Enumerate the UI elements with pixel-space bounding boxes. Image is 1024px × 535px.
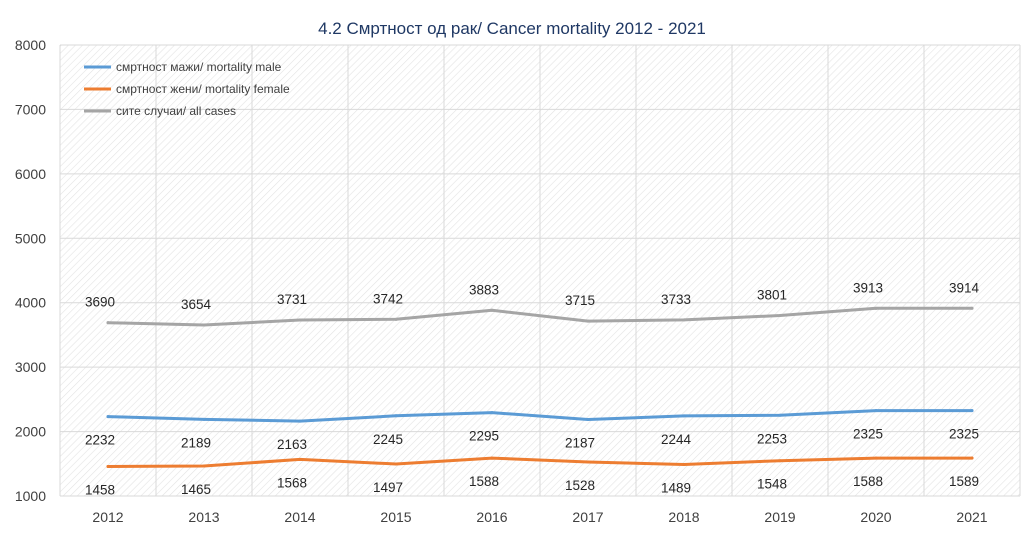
data-label: 1589 (949, 474, 979, 489)
data-point (586, 418, 590, 422)
data-point (202, 464, 206, 468)
x-tick-label: 2019 (764, 509, 795, 525)
series-line (106, 409, 974, 423)
x-tick-label: 2020 (860, 509, 891, 525)
x-tick-label: 2021 (956, 509, 987, 525)
data-label: 1588 (469, 474, 499, 489)
y-tick-label: 6000 (15, 166, 46, 182)
y-axis: 1000 2000 3000 4000 5000 6000 7000 8000 (15, 37, 46, 504)
y-tick-label: 7000 (15, 101, 46, 117)
x-tick-label: 2014 (284, 509, 315, 525)
legend-label: смртност мажи/ mortality male (116, 60, 282, 74)
data-label: 3715 (565, 293, 595, 308)
data-label: 2187 (565, 436, 595, 451)
data-label: 2245 (373, 432, 403, 447)
data-point (298, 457, 302, 461)
data-label: 2189 (181, 435, 211, 450)
y-tick-label: 5000 (15, 230, 46, 246)
data-point (970, 456, 974, 460)
data-point (586, 460, 590, 464)
data-label: 2253 (757, 431, 787, 446)
data-point (970, 306, 974, 310)
data-point (874, 306, 878, 310)
data-point (490, 456, 494, 460)
data-point (874, 456, 878, 460)
data-point (490, 411, 494, 415)
data-label: 1465 (181, 482, 211, 497)
data-point (394, 414, 398, 418)
data-label: 3731 (277, 292, 307, 307)
series-lines (106, 306, 974, 468)
x-tick-label: 2015 (380, 509, 411, 525)
x-axis: 2012 2013 2014 2015 2016 2017 2018 2019 2020 2021 (92, 509, 987, 525)
data-point (586, 319, 590, 323)
data-point (490, 308, 494, 312)
legend: смртност мажи/ mortality male смртност же… (84, 60, 290, 118)
data-label: 1588 (853, 474, 883, 489)
series-line (106, 306, 974, 327)
y-tick-label: 3000 (15, 359, 46, 375)
data-point (778, 413, 782, 417)
data-point (394, 462, 398, 466)
legend-label: сите случаи/ all cases (116, 104, 236, 118)
data-point (106, 415, 110, 419)
data-label: 1548 (757, 477, 787, 492)
data-point (394, 317, 398, 321)
data-point (682, 462, 686, 466)
data-point (202, 417, 206, 421)
data-label: 2244 (661, 432, 692, 447)
data-point (106, 464, 110, 468)
x-tick-label: 2017 (572, 509, 603, 525)
data-label: 3914 (949, 280, 980, 295)
data-label: 1497 (373, 480, 403, 495)
chart-title: 4.2 Смртност од рак/ Cancer mortality 20… (318, 19, 706, 38)
y-tick-label: 2000 (15, 424, 46, 440)
x-tick-label: 2018 (668, 509, 699, 525)
data-label: 3913 (853, 280, 883, 295)
data-point (970, 409, 974, 413)
x-tick-label: 2013 (188, 509, 219, 525)
data-label: 3801 (757, 288, 787, 303)
data-point (682, 414, 686, 418)
y-tick-label: 4000 (15, 295, 46, 311)
data-label: 3690 (85, 295, 115, 310)
data-label: 1568 (277, 475, 307, 490)
data-label: 3733 (661, 292, 691, 307)
data-label: 3883 (469, 282, 499, 297)
data-point (298, 318, 302, 322)
data-label: 2295 (469, 429, 499, 444)
data-point (778, 459, 782, 463)
data-label: 1458 (85, 482, 115, 497)
data-label: 3742 (373, 291, 403, 306)
x-tick-label: 2016 (476, 509, 507, 525)
data-label: 2232 (85, 433, 115, 448)
data-label: 2163 (277, 437, 307, 452)
data-point (874, 409, 878, 413)
x-tick-label: 2012 (92, 509, 123, 525)
data-label: 1489 (661, 480, 691, 495)
data-label: 3654 (181, 297, 212, 312)
series-line (106, 456, 974, 468)
data-point (202, 323, 206, 327)
y-tick-label: 8000 (15, 37, 46, 53)
data-label: 1528 (565, 478, 595, 493)
y-tick-label: 1000 (15, 488, 46, 504)
data-point (106, 321, 110, 325)
data-point (298, 419, 302, 423)
data-point (778, 314, 782, 318)
gridlines (59, 44, 1021, 497)
data-label: 2325 (853, 427, 883, 442)
data-labels: 2232 2189 2163 2245 2295 2187 2244 2253 2325 2325… (85, 280, 980, 497)
legend-label: смртност жени/ mortality female (116, 82, 290, 96)
data-point (682, 318, 686, 322)
data-label: 2325 (949, 427, 979, 442)
